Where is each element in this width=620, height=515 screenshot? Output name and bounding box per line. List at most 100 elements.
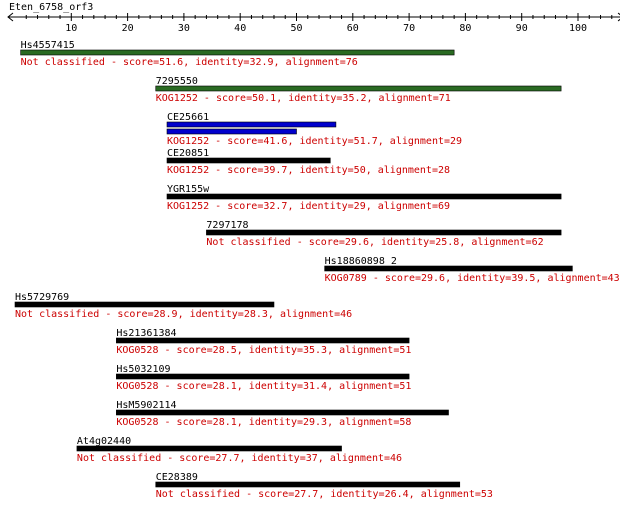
- hit-description-separator: , alignment=: [459, 237, 531, 248]
- hit-name[interactable]: CE20851: [167, 148, 209, 159]
- hit-score: 28.9: [153, 309, 177, 320]
- hit-description: Not classified - score=28.9, identity=28…: [15, 309, 352, 320]
- hit-row[interactable]: CE20851 KOG1252 - score=39.7, identity=50…: [166, 148, 450, 176]
- hit-score: 39.7: [263, 165, 287, 176]
- hit-category: Not classified: [21, 57, 105, 68]
- hit-description-separator: , alignment=: [367, 93, 439, 104]
- hit-row[interactable]: HsM5902114 KOG0528 - score=28.1, identity…: [116, 400, 449, 428]
- hit-bar[interactable]: [116, 337, 410, 344]
- hit-row[interactable]: Hs21361384 KOG0528 - score=28.5, identity…: [116, 328, 411, 356]
- hit-description-separator: , identity=: [445, 273, 511, 284]
- hit-category: KOG0528: [116, 417, 158, 428]
- hit-description-separator: , identity=: [287, 165, 353, 176]
- query-title: Eten_6758_orf3: [9, 2, 93, 13]
- hit-description-separator: , alignment=: [318, 453, 390, 464]
- hit-alignment: 51: [399, 345, 411, 356]
- hit-name[interactable]: Hs18860898_2: [325, 256, 397, 267]
- hit-row[interactable]: 7295550 KOG1252 - score=50.1, identity=35…: [155, 76, 562, 104]
- hit-bar[interactable]: [166, 193, 562, 200]
- hit-row[interactable]: YGR155w KOG1252 - score=32.7, identity=29…: [166, 184, 562, 212]
- hit-bar-secondary[interactable]: [166, 128, 297, 135]
- hit-category: Not classified: [206, 237, 290, 248]
- hit-category: KOG0528: [116, 345, 158, 356]
- hit-description-separator: , identity=: [276, 93, 342, 104]
- hit-identity: 50: [354, 165, 366, 176]
- position-axis: 10 20 30 40 50 60 70 80 90 100: [7, 12, 620, 34]
- hit-name[interactable]: HsM5902114: [116, 400, 176, 411]
- axis-tick-label: 30: [178, 23, 190, 34]
- hit-name[interactable]: CE28389: [156, 472, 198, 483]
- hit-bar[interactable]: [76, 445, 342, 452]
- hit-score: 50.1: [252, 93, 276, 104]
- hit-bar[interactable]: [166, 121, 337, 128]
- hit-identity: 25.8: [435, 237, 459, 248]
- hit-alignment: 46: [390, 453, 402, 464]
- hit-description-separator: , alignment=: [535, 273, 607, 284]
- axis-tick-label: 50: [290, 23, 302, 34]
- hit-name[interactable]: Hs5729769: [15, 292, 69, 303]
- hit-bar[interactable]: [155, 481, 461, 488]
- hit-category: Not classified: [15, 309, 99, 320]
- hit-description: KOG1252 - score=39.7, identity=50, align…: [167, 165, 450, 176]
- hit-score: 29.6: [421, 273, 445, 284]
- hit-description-separator: , alignment=: [274, 57, 346, 68]
- hit-bar[interactable]: [166, 157, 331, 164]
- hit-score: 27.7: [215, 453, 239, 464]
- hit-identity: 35.2: [342, 93, 366, 104]
- hit-description-separator: - score=: [158, 417, 212, 428]
- hit-name[interactable]: Hs21361384: [116, 328, 176, 339]
- hit-description-separator: - score=: [158, 381, 212, 392]
- hit-name[interactable]: CE25661: [167, 112, 209, 123]
- hit-bar[interactable]: [206, 229, 562, 236]
- hit-row[interactable]: At4g02440 Not classified - score=27.7, id…: [76, 436, 402, 464]
- hit-description-separator: - score=: [367, 273, 421, 284]
- hit-bar[interactable]: [116, 373, 410, 380]
- axis-tick-label: 60: [347, 23, 359, 34]
- hit-row[interactable]: CE28389 Not classified - score=27.7, iden…: [155, 472, 493, 500]
- hit-row[interactable]: Hs4557415 Not classified - score=51.6, id…: [20, 40, 455, 68]
- hit-bar[interactable]: [20, 49, 455, 56]
- hit-row[interactable]: 7297178 Not classified - score=29.6, iden…: [206, 220, 562, 248]
- hit-row[interactable]: Hs5032109 KOG0528 - score=28.1, identity=…: [116, 364, 411, 392]
- hit-score: 28.1: [213, 417, 237, 428]
- hit-identity: 51.7: [354, 136, 378, 147]
- axis-arrow-left-icon: [7, 12, 14, 22]
- hit-name[interactable]: 7297178: [206, 220, 248, 231]
- hit-row[interactable]: Hs5729769 Not classified - score=28.9, id…: [14, 292, 352, 320]
- hit-row[interactable]: CE25661 KOG1252 - score=41.6, identity=51…: [166, 112, 462, 147]
- hit-name[interactable]: Hs4557415: [21, 40, 75, 51]
- hit-category: KOG0789: [325, 273, 367, 284]
- hit-description-separator: , alignment=: [366, 201, 438, 212]
- hit-bar[interactable]: [14, 301, 275, 308]
- hit-name[interactable]: YGR155w: [167, 184, 210, 195]
- hit-description: KOG0528 - score=28.1, identity=31.4, ali…: [116, 381, 411, 392]
- hit-identity: 37: [306, 453, 318, 464]
- hit-alignment: 46: [340, 309, 352, 320]
- hit-bar[interactable]: [116, 409, 449, 416]
- hit-score: 41.6: [263, 136, 287, 147]
- hit-score: 29.6: [345, 237, 369, 248]
- hit-description-separator: , alignment=: [409, 489, 481, 500]
- hit-description-separator: - score=: [161, 453, 215, 464]
- hit-identity: 29: [354, 201, 366, 212]
- hit-description-separator: , identity=: [240, 453, 306, 464]
- hit-bar[interactable]: [324, 265, 573, 272]
- hit-name[interactable]: 7295550: [156, 76, 198, 87]
- hit-description-separator: , identity=: [318, 489, 384, 500]
- hit-score: 27.7: [294, 489, 318, 500]
- hit-description-separator: , identity=: [178, 309, 244, 320]
- hit-row[interactable]: Hs18860898_2 KOG0789 - score=29.6, identi…: [324, 256, 620, 284]
- hit-description-separator: , identity=: [369, 237, 435, 248]
- hit-score: 28.5: [213, 345, 237, 356]
- hit-identity: 28.3: [244, 309, 268, 320]
- hit-identity: 26.4: [385, 489, 409, 500]
- hit-name[interactable]: Hs5032109: [116, 364, 170, 375]
- hit-bar[interactable]: [155, 85, 562, 92]
- hit-alignment: 53: [481, 489, 493, 500]
- hit-description: Not classified - score=51.6, identity=32…: [21, 57, 358, 68]
- hit-name[interactable]: At4g02440: [77, 436, 131, 447]
- hit-description-separator: - score=: [209, 165, 263, 176]
- hit-description-separator: - score=: [240, 489, 294, 500]
- hit-category: KOG1252: [167, 136, 209, 147]
